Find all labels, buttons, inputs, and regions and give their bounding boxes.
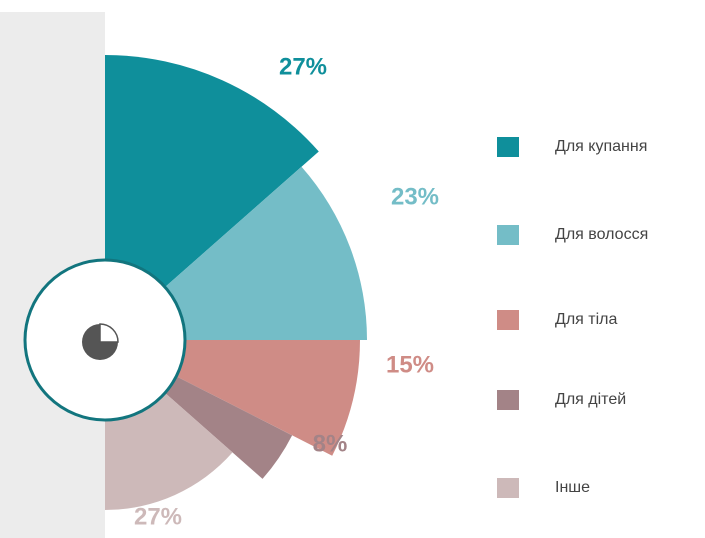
legend-swatch xyxy=(497,478,519,498)
legend-label: Для купання xyxy=(555,138,647,155)
legend-label: Для дітей xyxy=(555,391,626,408)
legend-label: Для волосся xyxy=(555,226,648,243)
legend-swatch xyxy=(497,310,519,330)
legend-swatch xyxy=(497,390,519,410)
value-label: 8% xyxy=(313,430,348,457)
value-label: 27% xyxy=(134,503,182,530)
legend-label: Інше xyxy=(555,479,590,496)
value-label: 23% xyxy=(391,183,439,210)
value-label: 15% xyxy=(386,351,434,378)
pie-icon-slice xyxy=(99,323,119,343)
value-label: 27% xyxy=(279,53,327,80)
sector xyxy=(105,55,319,340)
center-badge xyxy=(23,258,187,422)
legend: Для купання Для волосся Для тіла Для дітей І… xyxy=(497,137,648,498)
value-labels: 27% 23% 15% 8% 27% xyxy=(134,53,439,530)
legend-swatch xyxy=(497,137,519,157)
legend-label: Для тіла xyxy=(555,311,618,328)
legend-swatch xyxy=(497,225,519,245)
